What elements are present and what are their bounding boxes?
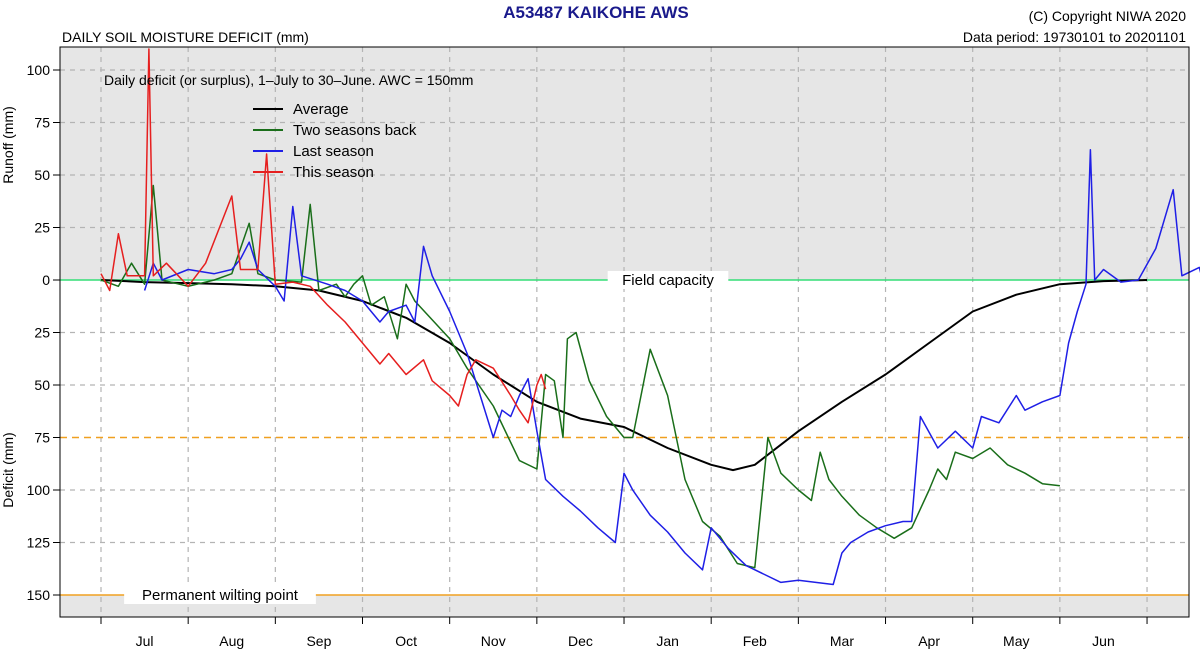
chart-title: A53487 KAIKOHE AWS [503, 3, 688, 22]
x-tick-label: Sep [306, 633, 331, 649]
data-series [100, 48, 1200, 586]
legend: Average Two seasons back Last season This s… [253, 101, 417, 181]
y-tick-label: 25 [34, 325, 50, 341]
series-line-average [100, 279, 1148, 472]
y-tick-label: 50 [34, 377, 50, 393]
chart-grid [60, 47, 1189, 617]
x-tick-label: Jan [656, 633, 679, 649]
y-tick-label: 150 [27, 587, 51, 603]
series-line-last-season [143, 149, 1200, 586]
chart-subtitle: DAILY SOIL MOISTURE DEFICIT (mm) [62, 29, 309, 45]
series-line-this-season [100, 48, 547, 424]
x-tick-label: Dec [568, 633, 593, 649]
reference-line-label: Permanent wilting point [142, 587, 299, 604]
reference-line-label: Field capacity [622, 272, 714, 289]
reference-label-bg [607, 271, 729, 289]
x-tick-label: Aug [219, 633, 244, 649]
copyright-text: (C) Copyright NIWA 2020 [1029, 8, 1187, 24]
y-axis-label-deficit: Deficit (mm) [0, 432, 16, 507]
y-axis: 100 75 50 25 0 25 50 75 100 125 150 [27, 62, 60, 603]
legend-label: This season [293, 164, 374, 181]
x-tick-label: May [1003, 633, 1029, 649]
reference-label-bg [124, 586, 316, 604]
y-tick-label: 100 [27, 62, 51, 78]
x-tick-label: Mar [830, 633, 854, 649]
y-tick-label: 125 [27, 535, 51, 551]
x-axis: Jul Aug Sep Oct Nov Dec Jan Feb Mar Apr May Jun [100, 617, 1148, 649]
x-tick-label: Jun [1092, 633, 1115, 649]
x-tick-label: Nov [481, 633, 506, 649]
chart-note: Daily deficit (or surplus), 1–July to 30… [104, 72, 473, 88]
x-tick-label: Feb [743, 633, 767, 649]
y-tick-label: 75 [34, 430, 50, 446]
legend-label: Last season [293, 143, 374, 160]
y-tick-label: 50 [34, 167, 50, 183]
y-tick-label: 100 [27, 482, 51, 498]
x-tick-label: Oct [395, 633, 417, 649]
y-axis-label-runoff: Runoff (mm) [0, 106, 16, 184]
y-tick-label: 0 [42, 272, 50, 288]
x-tick-label: Jul [136, 633, 154, 649]
legend-label: Average [293, 101, 349, 118]
below-wilting-shaded-band [60, 595, 1189, 617]
x-tick-label: Apr [918, 633, 940, 649]
legend-label: Two seasons back [293, 122, 417, 139]
data-period-text: Data period: 19730101 to 20201101 [963, 29, 1186, 45]
y-tick-label: 25 [34, 220, 50, 236]
y-tick-label: 75 [34, 115, 50, 131]
